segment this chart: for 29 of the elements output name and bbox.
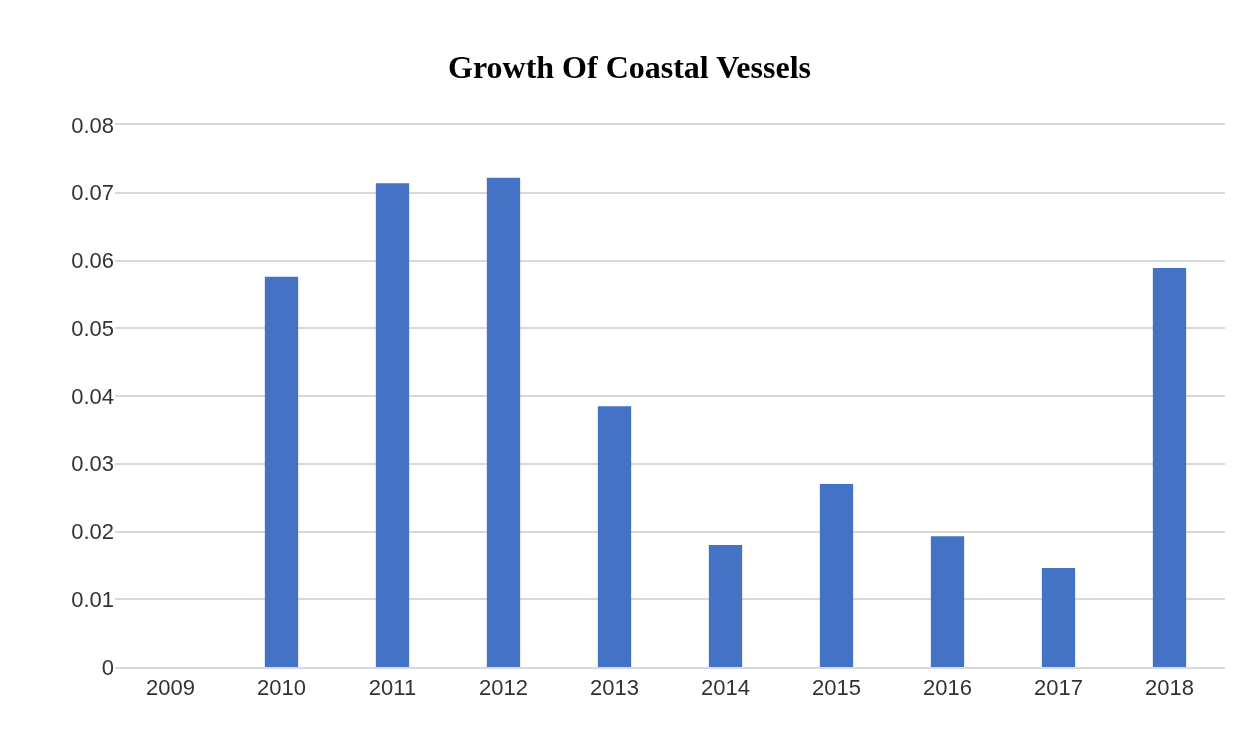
x-tick-label: 2014: [701, 675, 750, 701]
x-tick-label: 2016: [923, 675, 972, 701]
x-tick-label: 2009: [146, 675, 195, 701]
y-tick-label: 0.04: [71, 383, 114, 409]
bar: [819, 484, 854, 667]
y-tick-label: 0.03: [71, 451, 114, 477]
x-tick-label: 2018: [1145, 675, 1194, 701]
bar: [708, 545, 743, 667]
x-tick-label: 2017: [1034, 675, 1083, 701]
bar: [486, 177, 521, 667]
x-tick-label: 2011: [368, 675, 417, 701]
y-tick-label: 0.08: [71, 112, 114, 138]
x-tick-label: 2013: [590, 675, 639, 701]
text: 0: [101, 654, 114, 680]
bar: [597, 406, 632, 667]
bar: [1041, 568, 1076, 667]
x-tick-label: 2012: [479, 675, 528, 701]
y-tick-label: 0.06: [71, 248, 114, 274]
y-tick-label: 0.05: [71, 315, 114, 341]
x-tick-label: 2010: [257, 675, 306, 701]
bar: [1152, 267, 1187, 667]
x-tick-label: 2015: [812, 675, 861, 701]
bar: [264, 276, 299, 667]
bar: [930, 536, 965, 667]
y-tick-label: 0.01: [71, 586, 114, 612]
y-tick-label: 0.07: [71, 180, 114, 206]
y-tick-label: 0.02: [71, 519, 114, 545]
chart-title: Growth Of Coastal Vessels: [448, 48, 811, 85]
bar: [375, 183, 410, 667]
